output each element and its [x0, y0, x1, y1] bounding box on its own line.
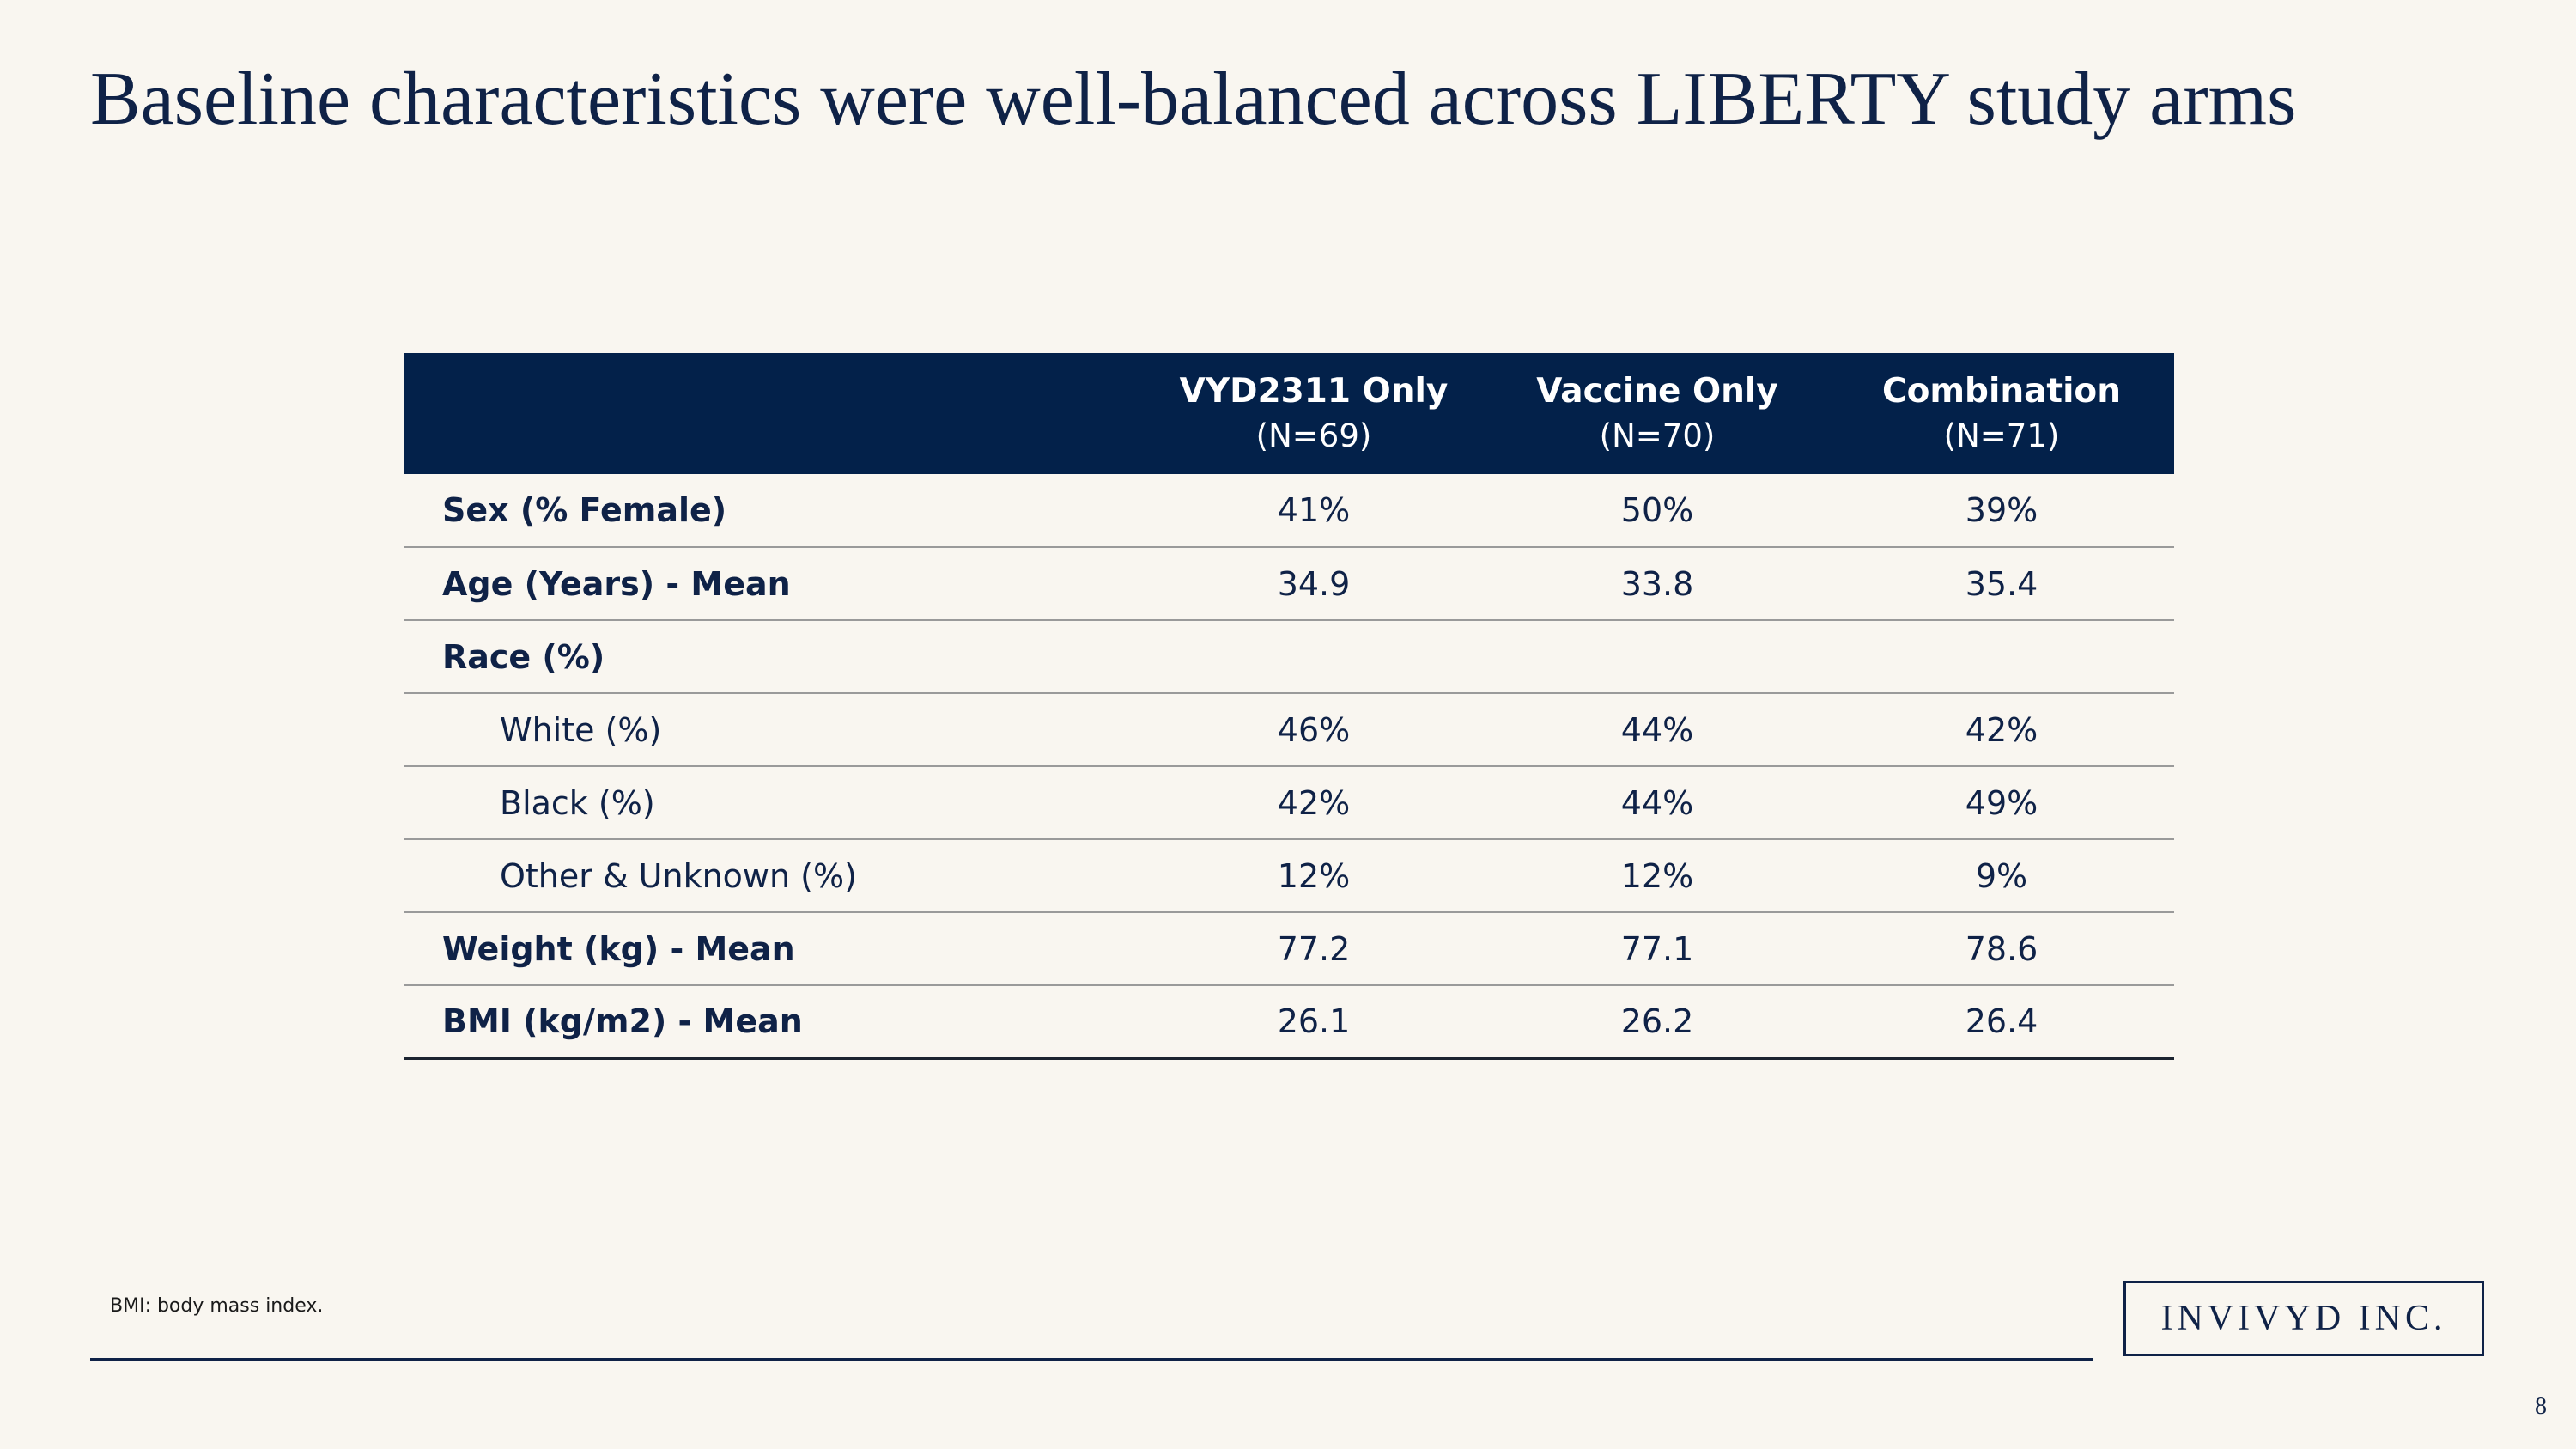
cell-combination: 9% [1975, 856, 2028, 895]
slide-title: Baseline characteristics were well-balan… [90, 58, 2297, 141]
column-n: (N=71) [1943, 417, 2060, 454]
cell-combination: 42% [1965, 710, 2038, 749]
cell-vaccine-only: 77.1 [1620, 929, 1694, 968]
row-label: Weight (kg) - Mean [442, 929, 795, 968]
table-row-race: Race (%) [404, 620, 2174, 693]
cell-vaccine-only: 26.2 [1620, 1002, 1694, 1041]
row-label: Black (%) [500, 783, 655, 822]
cell-vyd2311-only: 12% [1277, 856, 1351, 895]
footnote: BMI: body mass index. [110, 1295, 324, 1317]
cell-combination: 78.6 [1965, 929, 2038, 968]
cell-vyd2311-only: 77.2 [1277, 929, 1351, 968]
table-row-sex: Sex (% Female) 41% 50% 39% [404, 474, 2174, 547]
row-label: Age (Years) - Mean [442, 564, 791, 603]
row-label: BMI (kg/m2) - Mean [442, 1002, 803, 1041]
table-row-weight: Weight (kg) - Mean 77.2 77.1 78.6 [404, 912, 2174, 985]
cell-combination: 35.4 [1965, 564, 2038, 603]
row-label: Sex (% Female) [442, 491, 727, 529]
column-n: (N=70) [1599, 417, 1716, 454]
page-number: 8 [2535, 1393, 2547, 1420]
header-empty-cell [404, 353, 1142, 474]
cell-vaccine-only: 44% [1620, 783, 1694, 822]
table-row-age: Age (Years) - Mean 34.9 33.8 35.4 [404, 547, 2174, 620]
cell-vaccine-only: 50% [1620, 491, 1694, 529]
cell-vyd2311-only: 42% [1277, 783, 1351, 822]
cell-combination: 49% [1965, 783, 2038, 822]
cell-vyd2311-only: 46% [1277, 710, 1351, 749]
cell-vyd2311-only [1142, 620, 1485, 693]
cell-vaccine-only: 33.8 [1620, 564, 1694, 603]
row-label: Other & Unknown (%) [500, 856, 857, 895]
cell-combination: 39% [1965, 491, 2038, 529]
table-row-race-black: Black (%) 42% 44% 49% [404, 766, 2174, 839]
header-vaccine-only: Vaccine Only (N=70) [1485, 353, 1829, 474]
cell-vyd2311-only: 34.9 [1277, 564, 1351, 603]
company-logo: INVIVYD INC. [2123, 1281, 2484, 1356]
table-row-race-other-unknown: Other & Unknown (%) 12% 12% 9% [404, 839, 2174, 912]
baseline-characteristics-table: VYD2311 Only (N=69) Vaccine Only (N=70) … [404, 353, 2174, 1060]
header-vyd2311-only: VYD2311 Only (N=69) [1142, 353, 1485, 474]
column-n: (N=69) [1255, 417, 1372, 454]
cell-combination [1829, 620, 2174, 693]
header-combination: Combination (N=71) [1829, 353, 2174, 474]
column-name: VYD2311 Only [1179, 371, 1449, 411]
column-name: Vaccine Only [1536, 371, 1778, 411]
column-name: Combination [1882, 371, 2121, 411]
table-header-row: VYD2311 Only (N=69) Vaccine Only (N=70) … [404, 353, 2174, 474]
cell-vaccine-only [1485, 620, 1829, 693]
table-row-race-white: White (%) 46% 44% 42% [404, 693, 2174, 766]
table-row-bmi: BMI (kg/m2) - Mean 26.1 26.2 26.4 [404, 985, 2174, 1058]
row-label: White (%) [500, 710, 662, 749]
logo-text: INVIVYD INC. [2160, 1299, 2447, 1338]
cell-vyd2311-only: 41% [1277, 491, 1351, 529]
cell-vaccine-only: 12% [1620, 856, 1694, 895]
cell-combination: 26.4 [1965, 1002, 2038, 1041]
row-label: Race (%) [442, 637, 605, 676]
cell-vaccine-only: 44% [1620, 710, 1694, 749]
cell-vyd2311-only: 26.1 [1277, 1002, 1351, 1041]
footer-divider [90, 1358, 2093, 1361]
